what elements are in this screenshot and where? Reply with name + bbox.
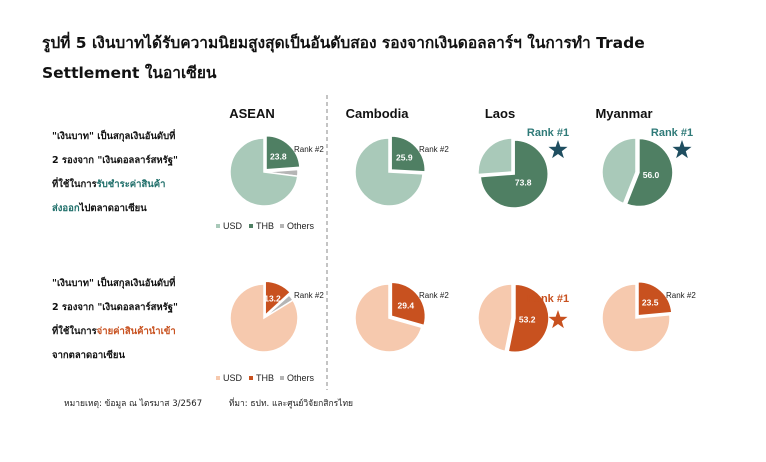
pie-slice-thb <box>390 281 427 327</box>
pie-export-3: Myanmar 56.0 Rank #1 <box>595 106 693 208</box>
pie-slice-thb <box>390 135 426 173</box>
column-title: Laos <box>485 106 515 121</box>
legend-swatch <box>249 376 253 380</box>
import-desc-line1: "เงินบาท" เป็นสกุลเงินอันดับที่ <box>52 278 176 289</box>
legend-swatch <box>280 376 284 380</box>
pie-export-0: ASEAN 23.8 Rank #2 <box>229 106 324 207</box>
pie-charts: ASEAN 23.8 Rank #2 Cambodia 25.9 Rank #2 Laos 7… <box>229 106 696 353</box>
column-title: ASEAN <box>229 106 275 121</box>
legend-label: THB <box>256 373 274 383</box>
import-desc-line2: 2 รองจาก "เงินดอลลาร์สหรัฐ" <box>52 302 178 313</box>
pie-export-1: Cambodia 25.9 Rank #2 <box>346 106 449 207</box>
export-desc-line4b: ไปตลาดอาเซียน <box>79 203 147 214</box>
export-desc-line1: "เงินบาท" เป็นสกุลเงินอันดับที่ <box>52 131 176 142</box>
rank-label: Rank #2 <box>666 291 696 300</box>
pie-slice-usd <box>477 283 513 353</box>
legend-label: USD <box>223 221 243 231</box>
rank-label: Rank #2 <box>419 291 449 300</box>
import-row-description: "เงินบาท" เป็นสกุลเงินอันดับที่ 2 รองจาก… <box>52 272 222 368</box>
footnote-note: หมายเหตุ: ข้อมูล ณ ไตรมาส 3/2567 <box>64 399 203 409</box>
column-title: Cambodia <box>346 106 410 121</box>
rank-label: Rank #1 <box>527 293 569 305</box>
pie-slice-usd <box>354 137 424 207</box>
pie-slice-usd <box>229 137 299 207</box>
legend-label: Others <box>287 373 315 383</box>
export-desc-line4: ส่งออกไปตลาดอาเซียน <box>52 197 222 221</box>
pie-slice-thb <box>637 281 673 317</box>
legend-label: THB <box>256 221 274 231</box>
import-desc-line3a: ที่ใช้ในการ <box>52 326 97 337</box>
data-label: 25.9 <box>396 153 413 163</box>
column-title: Myanmar <box>595 106 652 121</box>
pie-import-1: 29.4 Rank #2 <box>354 281 449 353</box>
pie-slice-thb <box>265 135 301 171</box>
rank-star-icon <box>548 310 568 329</box>
rank-label: Rank #2 <box>294 291 324 300</box>
import-desc-line4: จากตลาดอาเซียน <box>52 350 125 361</box>
rank-star-icon <box>672 140 692 159</box>
data-label: 23.8 <box>270 152 287 162</box>
legend-swatch <box>216 224 220 228</box>
rank-label: Rank #2 <box>294 145 324 154</box>
legend-import: USD THB Others <box>216 373 315 383</box>
pie-slice-thb <box>625 137 674 208</box>
data-label: 73.8 <box>515 177 532 187</box>
pie-export-2: Laos 73.8 Rank #1 <box>477 106 569 209</box>
export-row-description: "เงินบาท" เป็นสกุลเงินอันดับที่ 2 รองจาก… <box>52 125 222 221</box>
rank-label: Rank #1 <box>651 127 693 139</box>
pie-slice-usd <box>229 283 299 353</box>
legend-swatch <box>249 224 253 228</box>
legends: USD THB Others USD THB Others <box>216 221 315 383</box>
export-desc-line2: 2 รองจาก "เงินดอลลาร์สหรัฐ" <box>52 155 178 166</box>
export-desc-line3a: ที่ใช้ในการ <box>52 179 97 190</box>
pie-import-0: 13.2 Rank #2 <box>229 280 324 353</box>
export-desc-highlight: รับชำระค่าสินค้า <box>96 179 166 190</box>
pie-import-2: 53.2 Rank #1 <box>477 283 569 353</box>
pie-slice-thb <box>507 283 550 353</box>
rank-label: Rank #2 <box>419 145 449 154</box>
data-label: 23.5 <box>642 297 659 307</box>
pie-slice-thb <box>479 139 549 209</box>
import-desc-line3: ที่ใช้ในการจ่ายค่าสินค้านำเข้า <box>52 320 222 344</box>
pie-slice-usd <box>601 283 671 353</box>
export-desc-line3: ที่ใช้ในการรับชำระค่าสินค้า <box>52 173 222 197</box>
legend-swatch <box>216 376 220 380</box>
data-label: 29.4 <box>398 300 415 310</box>
legend-swatch <box>280 224 284 228</box>
pie-slice-usd <box>601 137 637 205</box>
pie-slice-usd <box>477 137 513 176</box>
rank-star-icon <box>548 140 568 159</box>
import-desc-highlight: จ่ายค่าสินค้านำเข้า <box>96 326 176 337</box>
legend-label: Others <box>287 221 315 231</box>
footnote: หมายเหตุ: ข้อมูล ณ ไตรมาส 3/2567 ที่มา: … <box>64 396 377 410</box>
legend-label: USD <box>223 373 243 383</box>
rank-label: Rank #1 <box>527 127 569 139</box>
footnote-source: ที่มา: ธปท. และศูนย์วิจัยกสิกรไทย <box>228 399 354 409</box>
pie-slice-usd <box>354 283 423 353</box>
export-desc-highlight2: ส่งออก <box>52 203 80 214</box>
data-label: 56.0 <box>643 170 660 180</box>
pie-slice-thb <box>264 280 292 317</box>
data-label: 13.2 <box>264 294 281 304</box>
chart-title: รูปที่ 5 เงินบาทได้รับความนิยมสูงสุดเป็น… <box>42 34 645 82</box>
data-label: 53.2 <box>519 315 536 325</box>
pie-import-3: 23.5 Rank #2 <box>601 281 696 353</box>
legend-export: USD THB Others <box>216 221 315 231</box>
